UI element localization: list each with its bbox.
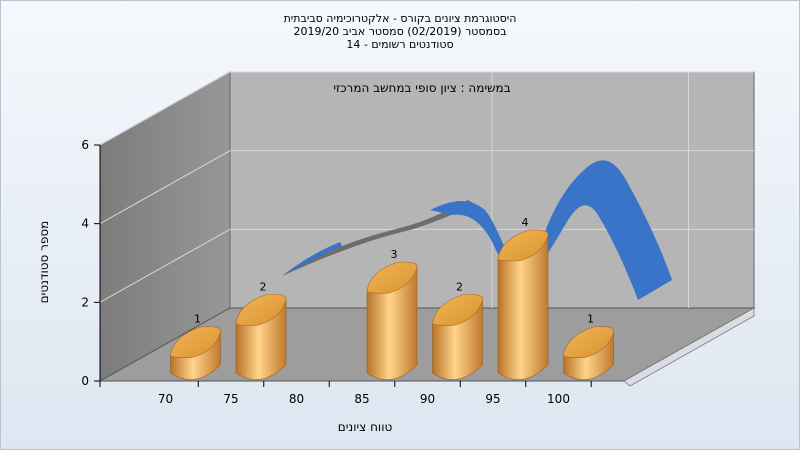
ribbon-blue-wave bbox=[430, 160, 672, 300]
x-axis-label: טווח ציונים bbox=[338, 420, 393, 434]
bar-value-label-100: 1 bbox=[587, 313, 594, 326]
chart-title-block: היסטוגרמת ציונים בקורס - אלקטרוכימיה סבי… bbox=[284, 12, 517, 51]
grid-line-side-1 bbox=[99, 228, 231, 303]
y-tick-label-2: 4 bbox=[81, 217, 89, 231]
bar-95: 4 bbox=[497, 216, 549, 380]
bar-100: 1 bbox=[563, 313, 614, 380]
chart-title-line-3: סטודנטים רשומים - 14 bbox=[346, 38, 453, 51]
bar-body-85 bbox=[366, 267, 418, 380]
grid-line-side-2 bbox=[99, 150, 231, 225]
bar-top-100 bbox=[563, 326, 614, 358]
x-axis-ticks: 70 75 80 85 90 95 100 bbox=[99, 381, 592, 406]
x-tick-label-6: 100 bbox=[547, 392, 570, 406]
bar-value-label-95: 4 bbox=[522, 216, 529, 229]
x-tick-label-1: 75 bbox=[223, 392, 238, 406]
bar-value-label-85: 3 bbox=[391, 248, 398, 261]
bar-top-70 bbox=[170, 326, 221, 358]
chart-title-line-2: בסמסטר (02/2019) סמסטר אביב 2019/20 bbox=[293, 25, 506, 38]
bar-90: 2 bbox=[432, 280, 483, 380]
chart-right-floor-edge bbox=[623, 307, 755, 387]
chart-title-line-1: היסטוגרמת ציונים בקורס - אלקטרוכימיה סבי… bbox=[284, 12, 517, 25]
ribbon-gray-segment bbox=[282, 200, 476, 276]
bar-top-95 bbox=[497, 229, 549, 262]
bar-85: 3 bbox=[366, 248, 418, 380]
bar-70: 1 bbox=[170, 313, 221, 380]
y-tick-label-1: 2 bbox=[81, 295, 89, 309]
y-axis-label: מספר סטודנטים bbox=[37, 221, 51, 304]
chart-ribbon bbox=[282, 160, 672, 300]
grid-line-side-3 bbox=[99, 71, 231, 146]
chart-bars: 1 2 3 2 4 1 bbox=[170, 216, 614, 380]
bar-body-95 bbox=[497, 235, 549, 380]
bar-top-85 bbox=[366, 261, 418, 294]
bar-top-75 bbox=[235, 293, 287, 326]
x-tick-label-2: 80 bbox=[289, 392, 304, 406]
y-tick-label-3: 6 bbox=[81, 138, 89, 152]
y-tick-label-0: 0 bbox=[81, 374, 89, 388]
bar-value-label-90: 2 bbox=[456, 280, 463, 293]
x-tick-label-4: 90 bbox=[420, 392, 435, 406]
x-tick-label-3: 85 bbox=[354, 392, 369, 406]
x-tick-label-0: 70 bbox=[158, 392, 173, 406]
ribbon-blue-segment bbox=[282, 242, 342, 276]
bar-value-label-75: 2 bbox=[260, 280, 267, 293]
bar-value-label-70: 1 bbox=[194, 313, 201, 326]
bar-top-90 bbox=[432, 293, 483, 326]
bar-75: 2 bbox=[235, 280, 287, 380]
x-tick-label-5: 95 bbox=[485, 392, 500, 406]
chart-subtitle: במשימה : ציון סופי במחשב המרכזי bbox=[333, 81, 510, 95]
y-axis-ticks: 0 2 4 6 bbox=[81, 138, 100, 388]
